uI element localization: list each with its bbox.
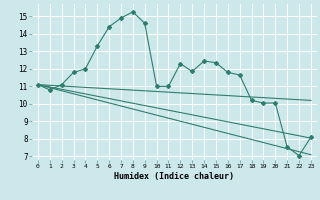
X-axis label: Humidex (Indice chaleur): Humidex (Indice chaleur) bbox=[115, 172, 234, 181]
